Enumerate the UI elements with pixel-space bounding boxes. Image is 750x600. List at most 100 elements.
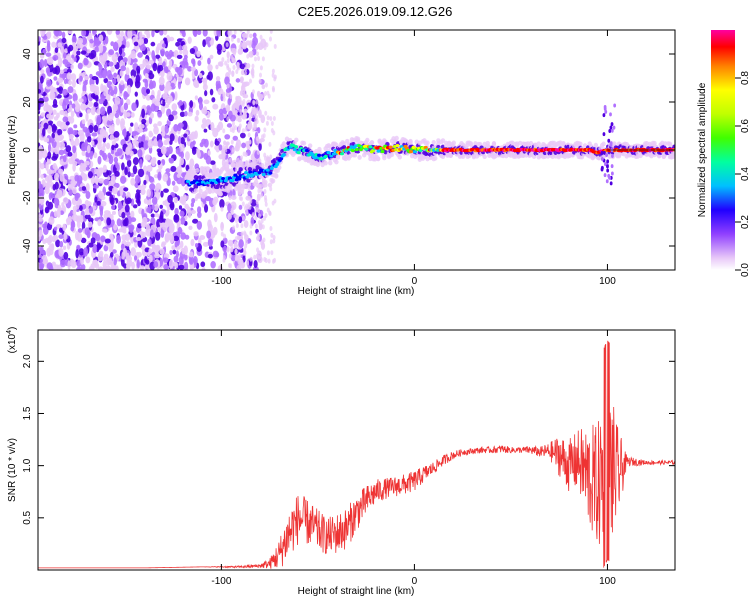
spectrogram-cell xyxy=(227,110,233,120)
spectrogram-cell xyxy=(59,210,65,216)
spectrogram-cell xyxy=(71,79,76,88)
spectrogram-cell xyxy=(258,183,263,189)
spectrogram-cell xyxy=(157,110,163,118)
spectrogram-cell xyxy=(254,56,258,62)
spectrogram-cell xyxy=(157,159,161,165)
spectrogram-cell xyxy=(57,77,64,84)
spectrogram-cell xyxy=(126,159,132,168)
spectrogram-cell xyxy=(163,30,168,36)
spectrogram-cell xyxy=(141,118,147,124)
spectrogram-cell xyxy=(158,57,163,67)
spectrogram-cell xyxy=(92,259,98,265)
spectrogram-ridge xyxy=(368,145,373,149)
spectrogram-cell xyxy=(231,128,235,134)
spectrogram-cell xyxy=(191,197,196,204)
bottom-y-axis-label: SNR (10 * v/v) xyxy=(7,438,18,502)
spectrogram-cell xyxy=(170,165,177,172)
spectrogram-cell xyxy=(255,199,259,205)
spectrogram-cell xyxy=(79,75,83,82)
spectrogram-cell xyxy=(125,41,130,48)
spectrogram-cell xyxy=(163,66,168,72)
spectrogram-cell xyxy=(257,92,261,98)
spectrogram-cell xyxy=(63,48,69,54)
spectrogram-ridge xyxy=(230,179,235,183)
spectrogram-cell xyxy=(249,223,253,229)
spectrogram-cell xyxy=(226,107,230,113)
spectrogram-cell xyxy=(397,154,402,160)
spectrogram-cell xyxy=(227,212,232,220)
spectrogram-cell xyxy=(229,30,233,36)
spectrogram-cell xyxy=(51,132,55,139)
spectrogram-cell xyxy=(121,162,125,171)
spectrogram-cell xyxy=(99,149,103,156)
spectrogram-cell xyxy=(159,83,165,92)
spectrogram-cell xyxy=(97,63,102,68)
spectrogram-ridge xyxy=(395,143,400,148)
spectrogram-cell xyxy=(159,257,164,267)
spectrogram-cell xyxy=(246,53,250,59)
spectrogram-cell xyxy=(68,79,73,86)
spectrogram-cell xyxy=(212,103,219,110)
spectrogram-cell xyxy=(54,181,59,190)
spectrogram-cell xyxy=(223,140,227,146)
spectrogram-cell xyxy=(149,79,154,89)
scale-label-base: (x10 xyxy=(7,333,18,353)
spectrogram-cell xyxy=(142,216,148,226)
spectrogram-cell xyxy=(102,142,107,148)
spectrogram-cell xyxy=(116,218,122,227)
spectrogram-cell xyxy=(212,127,219,138)
spectrogram-cell xyxy=(77,62,83,70)
spectrogram-cell xyxy=(217,265,223,270)
spectrogram-cell xyxy=(154,213,159,218)
spectrogram-cell xyxy=(137,148,143,158)
spectrogram-cell xyxy=(75,248,79,259)
spectrogram-cell xyxy=(187,66,193,72)
spectrogram-cell xyxy=(90,49,97,59)
spectrogram-cell xyxy=(145,94,151,101)
spectrogram-cell xyxy=(104,238,111,244)
spectrogram-cell xyxy=(226,158,230,164)
spectrogram-cell xyxy=(163,139,169,146)
spectrogram-cell xyxy=(175,147,181,155)
spectrogram-cell xyxy=(90,175,96,185)
spectrogram-ridge xyxy=(279,157,284,161)
spectrogram-cell xyxy=(247,190,252,196)
spectrogram-cell xyxy=(117,200,123,210)
spectrogram-cell xyxy=(180,216,186,225)
spectrogram-cell xyxy=(106,120,111,126)
spectrogram-cell xyxy=(61,31,66,39)
spectrogram-cell xyxy=(249,198,253,204)
spectrogram-cell xyxy=(123,110,127,119)
spectrogram-cell xyxy=(260,134,264,140)
spectrogram-cell xyxy=(67,127,74,136)
spectrogram-cell xyxy=(61,37,67,44)
spectrogram-cell xyxy=(237,48,244,55)
spectrogram-cell xyxy=(177,136,182,145)
spectrogram-cell xyxy=(112,265,116,270)
y-tick-label: 1.5 xyxy=(22,406,33,420)
spectrogram-cell xyxy=(88,206,94,214)
spectrogram-cell xyxy=(263,215,267,221)
spectrogram-cell xyxy=(148,248,153,255)
spectrogram-cell xyxy=(53,76,58,81)
spectrogram-cell xyxy=(162,173,169,182)
spectrogram-cell xyxy=(78,186,83,192)
spectrogram-cell xyxy=(70,179,77,186)
spectrogram-cell xyxy=(164,99,170,104)
spectrogram-cell xyxy=(235,69,239,75)
spectrogram-cell xyxy=(162,61,166,68)
spectrogram-cell xyxy=(130,247,137,257)
spectrogram-cell xyxy=(270,178,276,184)
spectrogram-cell xyxy=(180,136,185,145)
spectrogram-cell xyxy=(171,245,176,250)
spectrogram-cell xyxy=(198,96,203,105)
spectrogram-cell xyxy=(137,199,141,207)
spectrogram-cell xyxy=(334,159,339,165)
spectrogram-cell xyxy=(652,140,657,146)
spectrogram-cell xyxy=(269,30,273,34)
spectrogram-cell xyxy=(125,252,130,261)
spectrogram-cell xyxy=(259,34,263,40)
spectrogram-cell xyxy=(43,104,49,112)
spectrogram-cell xyxy=(113,224,118,231)
spectrogram-cell xyxy=(110,205,116,210)
